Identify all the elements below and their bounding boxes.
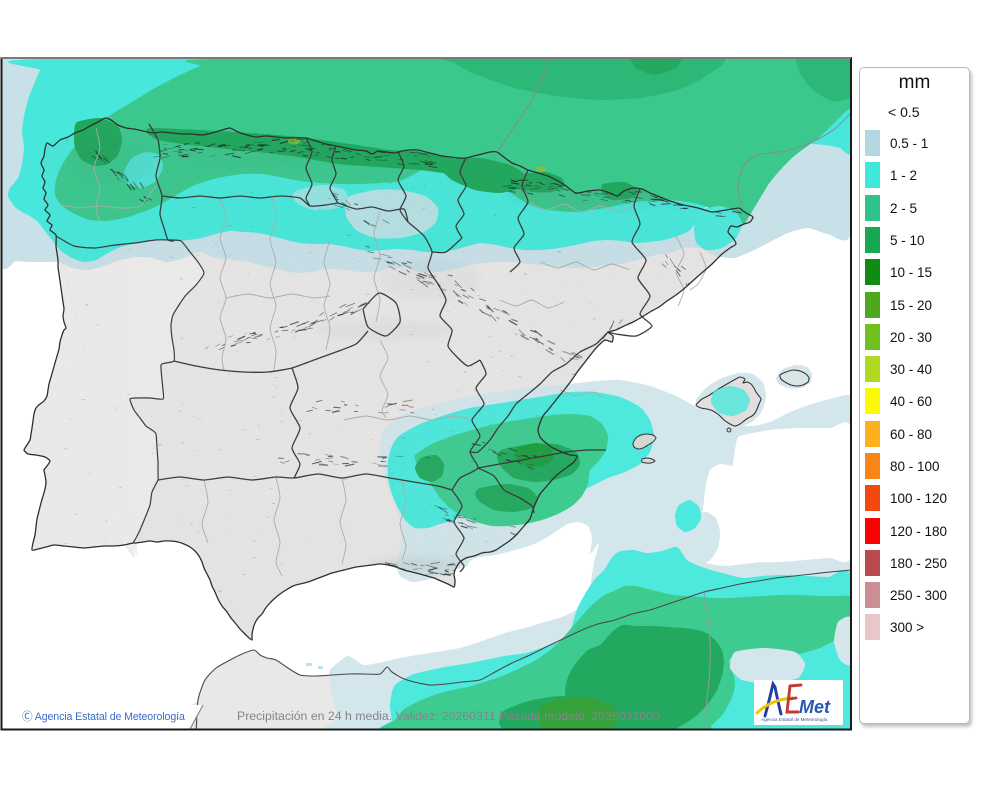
svg-text:Ⓒ Agencia Estatal de Meteorolo: Ⓒ Agencia Estatal de Meteorología xyxy=(22,711,185,723)
svg-text:Precipitación en 24 h media. V: Precipitación en 24 h media. Validez: 20… xyxy=(237,709,660,723)
svg-text:Agencia Estatal de Meteorologí: Agencia Estatal de Meteorología xyxy=(761,717,828,722)
svg-text:Met: Met xyxy=(799,697,831,717)
